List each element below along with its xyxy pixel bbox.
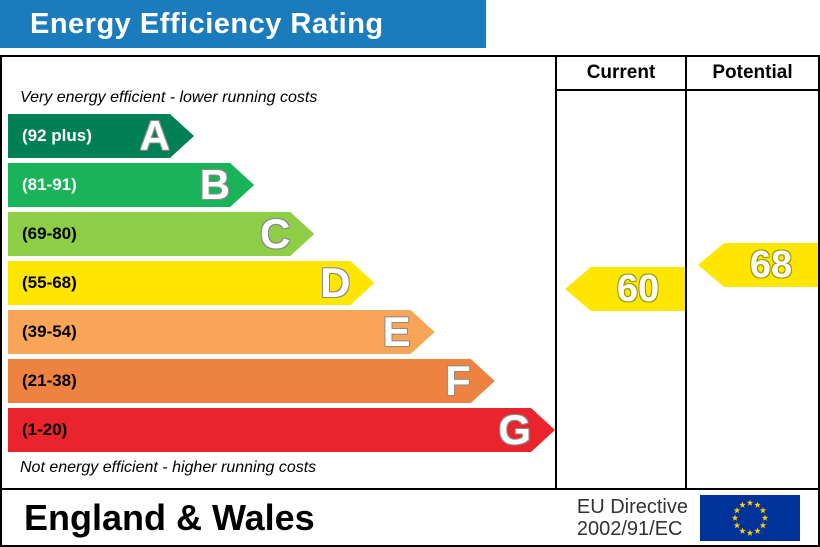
current-column-header: Current (557, 57, 685, 91)
current-rating-value: 60 (616, 268, 660, 310)
rating-bands-area: Very energy efficient - lower running co… (2, 57, 555, 488)
band-c-range: (69-80) (22, 224, 77, 243)
band-d-range: (55-68) (22, 273, 77, 292)
potential-column-header: Potential (687, 57, 818, 91)
current-rating-arrow: 60 (565, 267, 685, 311)
band-e-letter: E (382, 308, 411, 355)
footer: England & Wales EU Directive 2002/91/EC (0, 490, 820, 547)
region-label: England & Wales (24, 496, 315, 538)
band-f: (21-38) F (8, 359, 495, 403)
potential-rating-value: 68 (749, 244, 793, 286)
band-g-range: (1-20) (22, 420, 68, 439)
band-g: (1-20) G (8, 408, 555, 452)
current-column: Current 60 (555, 57, 685, 488)
band-b-letter: B (199, 161, 231, 208)
band-b: (81-91) B (8, 163, 254, 207)
eu-directive-line1: EU Directive (576, 495, 688, 518)
band-f-letter: F (445, 357, 471, 404)
band-a-letter: A (139, 112, 170, 159)
band-c-letter: C (259, 210, 291, 257)
chart-title-bar: Energy Efficiency Rating (0, 0, 486, 48)
band-c: (69-80) C (8, 212, 314, 256)
band-d: (55-68) D (8, 261, 374, 305)
band-e: (39-54) E (8, 310, 435, 354)
band-a-range: (92 plus) (22, 126, 92, 145)
eu-directive-line2: 2002/91/EC (576, 517, 683, 540)
eu-directive-label: EU Directive 2002/91/EC (577, 496, 688, 540)
rating-table: Very energy efficient - lower running co… (0, 55, 820, 490)
potential-rating-arrow: 68 (698, 243, 818, 287)
band-g-letter: G (498, 406, 531, 453)
current-column-body: 60 (557, 91, 685, 488)
potential-column-body: 68 (687, 91, 818, 488)
rating-bands: (92 plus) A (81-91) B (69-80) C (55-68) … (8, 114, 555, 452)
chart-title: Energy Efficiency Rating (30, 7, 384, 40)
band-a: (92 plus) A (8, 114, 194, 158)
top-note: Very energy efficient - lower running co… (20, 89, 318, 106)
band-d-letter: D (320, 259, 351, 306)
bottom-note: Not energy efficient - higher running co… (20, 459, 317, 476)
band-f-range: (21-38) (22, 371, 77, 390)
band-e-range: (39-54) (22, 322, 77, 341)
band-b-range: (81-91) (22, 175, 77, 194)
eu-flag-icon (700, 494, 800, 541)
potential-column: Potential 68 (685, 57, 818, 488)
